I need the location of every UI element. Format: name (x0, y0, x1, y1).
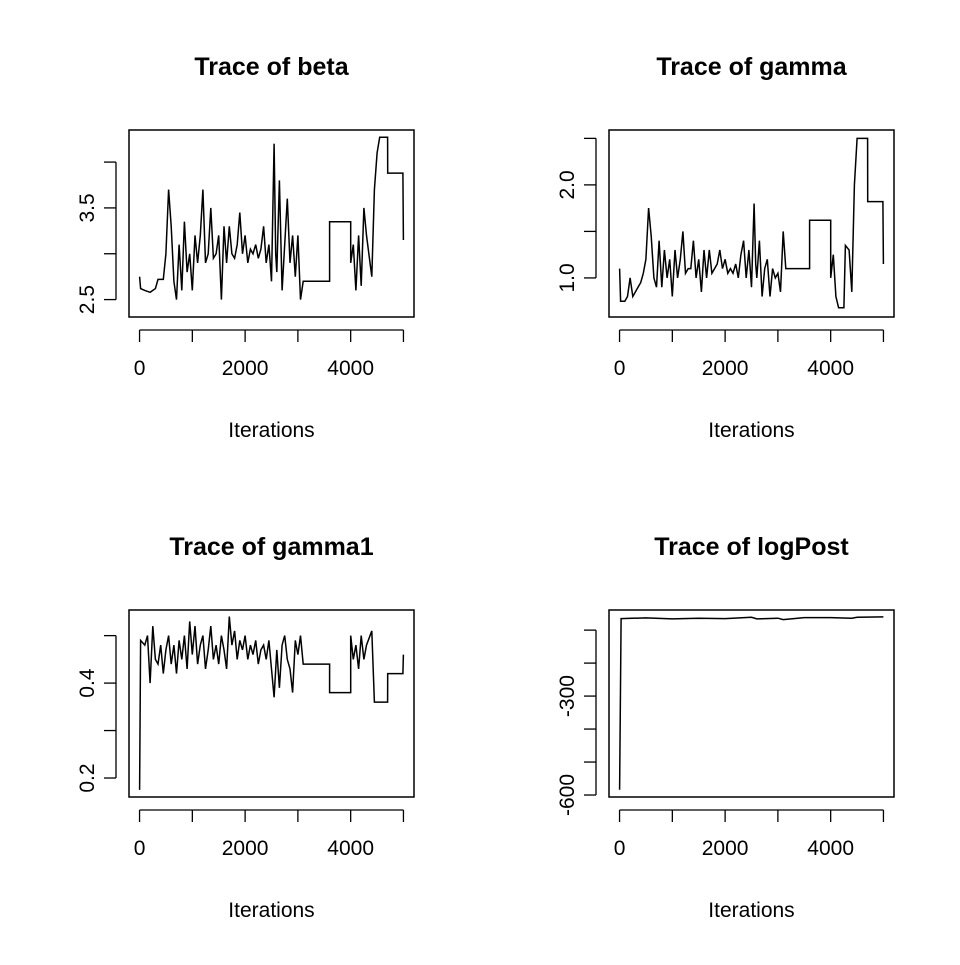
x-tick-label: 2000 (702, 357, 749, 380)
y-tick-label: -300 (556, 675, 579, 717)
x-tick-label: 0 (614, 357, 626, 380)
x-tick-label: 0 (614, 837, 626, 860)
y-tick-label: 0.4 (76, 668, 99, 698)
x-tick-label: 0 (134, 837, 146, 860)
y-tick-label: 3.5 (76, 193, 99, 222)
x-tick-label: 4000 (807, 357, 854, 380)
y-tick-label: 1.0 (556, 263, 579, 292)
x-tick-label: 0 (134, 357, 146, 380)
trace-line (138, 616, 405, 790)
plot-box (608, 609, 895, 798)
plot-box (128, 609, 415, 798)
y-tick-label: 2.5 (76, 285, 99, 314)
x-axis-label: Iterations (228, 899, 314, 922)
chart-title: Trace of beta (194, 53, 349, 81)
x-tick-label: 2000 (222, 837, 269, 860)
x-axis-label: Iterations (708, 419, 794, 442)
trace-line (618, 137, 885, 309)
chart-title: Trace of gamma (656, 53, 847, 81)
x-tick-label: 4000 (807, 837, 854, 860)
y-tick-label: -600 (556, 774, 579, 816)
x-tick-label: 4000 (327, 357, 374, 380)
y-tick-label: 0.2 (76, 763, 99, 792)
y-tick-label: 2.0 (556, 170, 579, 199)
x-tick-label: 2000 (222, 357, 269, 380)
chart-title: Trace of gamma1 (169, 533, 373, 561)
x-axis-label: Iterations (228, 419, 314, 442)
x-axis-label: Iterations (708, 899, 794, 922)
x-tick-label: 2000 (702, 837, 749, 860)
plot-box (128, 129, 415, 318)
trace-line (138, 136, 405, 300)
chart-title: Trace of logPost (654, 533, 849, 561)
x-tick-label: 4000 (327, 837, 374, 860)
plot-box (608, 129, 895, 318)
trace-line (618, 616, 884, 790)
